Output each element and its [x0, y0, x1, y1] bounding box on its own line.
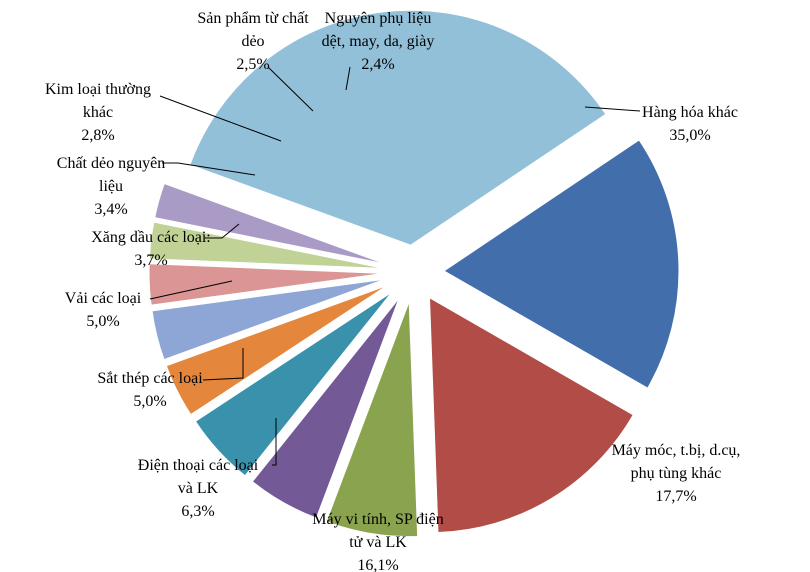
- slice-name-line: Sản phẩm từ chất: [197, 10, 309, 27]
- pie-slice-4: [325, 301, 419, 538]
- pie-slice-10: [148, 221, 385, 269]
- pie-slice-2: [443, 139, 680, 389]
- slice-name-line: Xăng dầu các loại:: [91, 229, 211, 246]
- slice-name-line: Điện thoại các loại: [138, 457, 259, 474]
- slice-value-2: 17,7%: [655, 488, 696, 505]
- slice-label-11: Nguyên phụ liệu dệt, may, da, giày 2,4%: [322, 10, 435, 73]
- leader-line-5: [202, 348, 244, 381]
- leader-line-1: [584, 106, 641, 112]
- slice-name-line: Hàng hóa khác: [642, 104, 738, 121]
- slice-value-3: 16,1%: [357, 557, 398, 572]
- slice-value-9: 2,8%: [81, 127, 114, 144]
- leader-line-7: [205, 223, 240, 239]
- slice-name-line: phụ tùng khác: [631, 465, 722, 482]
- leader-line-10: [267, 66, 314, 112]
- slice-name-line: và LK: [178, 480, 219, 497]
- slice-value-6: 5,0%: [86, 313, 119, 330]
- slice-name-line: dệt, may, da, giày: [322, 33, 435, 50]
- slice-value-4: 6,3%: [181, 503, 214, 520]
- slice-label-10: Sản phẩm từ chất dẻo 2,5%: [197, 10, 309, 73]
- slice-value-7: 3,7%: [134, 252, 167, 269]
- leader-line-9: [159, 95, 282, 142]
- slice-label-2: Máy móc, t.bị, d.cụ, phụ tùng khác 17,7%: [612, 442, 741, 505]
- slice-name-line: dẻo: [241, 33, 264, 50]
- slice-value-5: 5,0%: [133, 393, 166, 410]
- slice-label-4: Điện thoại các loại và LK 6,3%: [138, 457, 259, 520]
- leader-line-6: [149, 280, 233, 300]
- slice-value-1: 35,0%: [669, 127, 710, 144]
- slice-label-5: Sắt thép các loại 5,0%: [97, 370, 203, 410]
- pie-slice-8: [151, 278, 386, 361]
- slice-name-line: Sắt thép các loại: [97, 370, 203, 387]
- slice-name-line: Máy móc, t.bị, d.cụ,: [612, 442, 741, 459]
- leader-line-11: [345, 66, 351, 91]
- slice-name-line: Vải các loại: [65, 290, 142, 307]
- slice-label-1: Hàng hóa khác 35,0%: [642, 104, 738, 144]
- slice-name-line: tử và LK: [349, 534, 407, 551]
- pie-slice-5: [251, 297, 400, 519]
- slice-name-line: liệu: [99, 178, 123, 195]
- leader-line-8: [162, 162, 256, 176]
- pie-slice-7: [165, 284, 388, 416]
- slice-value-11: 2,4%: [361, 56, 394, 73]
- pie-slice-1: [189, 9, 607, 246]
- leader-line-4: [272, 418, 277, 466]
- slice-name-line: Máy vi tính, SP điện: [312, 511, 443, 528]
- slice-label-6: Vải các loại 5,0%: [65, 290, 142, 330]
- slice-name-line: Chất dẻo nguyên: [57, 155, 165, 172]
- pie-slice-6: [194, 291, 393, 477]
- slice-name-line: khác: [83, 104, 113, 121]
- pie-slice-11: [154, 182, 386, 265]
- slice-label-7: Xăng dầu các loại: 3,7%: [91, 229, 211, 269]
- slice-name-line: Nguyên phụ liệu: [325, 10, 432, 27]
- slice-value-8: 3,4%: [94, 201, 127, 218]
- slice-label-9: Kim loại thường khác 2,8%: [45, 81, 151, 144]
- pie-slice-9: [148, 263, 385, 306]
- slice-name-line: Kim loại thường: [45, 81, 151, 98]
- slice-label-8: Chất dẻo nguyên liệu 3,4%: [57, 155, 165, 218]
- slice-value-10: 2,5%: [236, 56, 269, 73]
- pie-slice-3: [428, 296, 634, 534]
- slice-label-3: Máy vi tính, SP điện tử và LK 16,1%: [312, 511, 443, 572]
